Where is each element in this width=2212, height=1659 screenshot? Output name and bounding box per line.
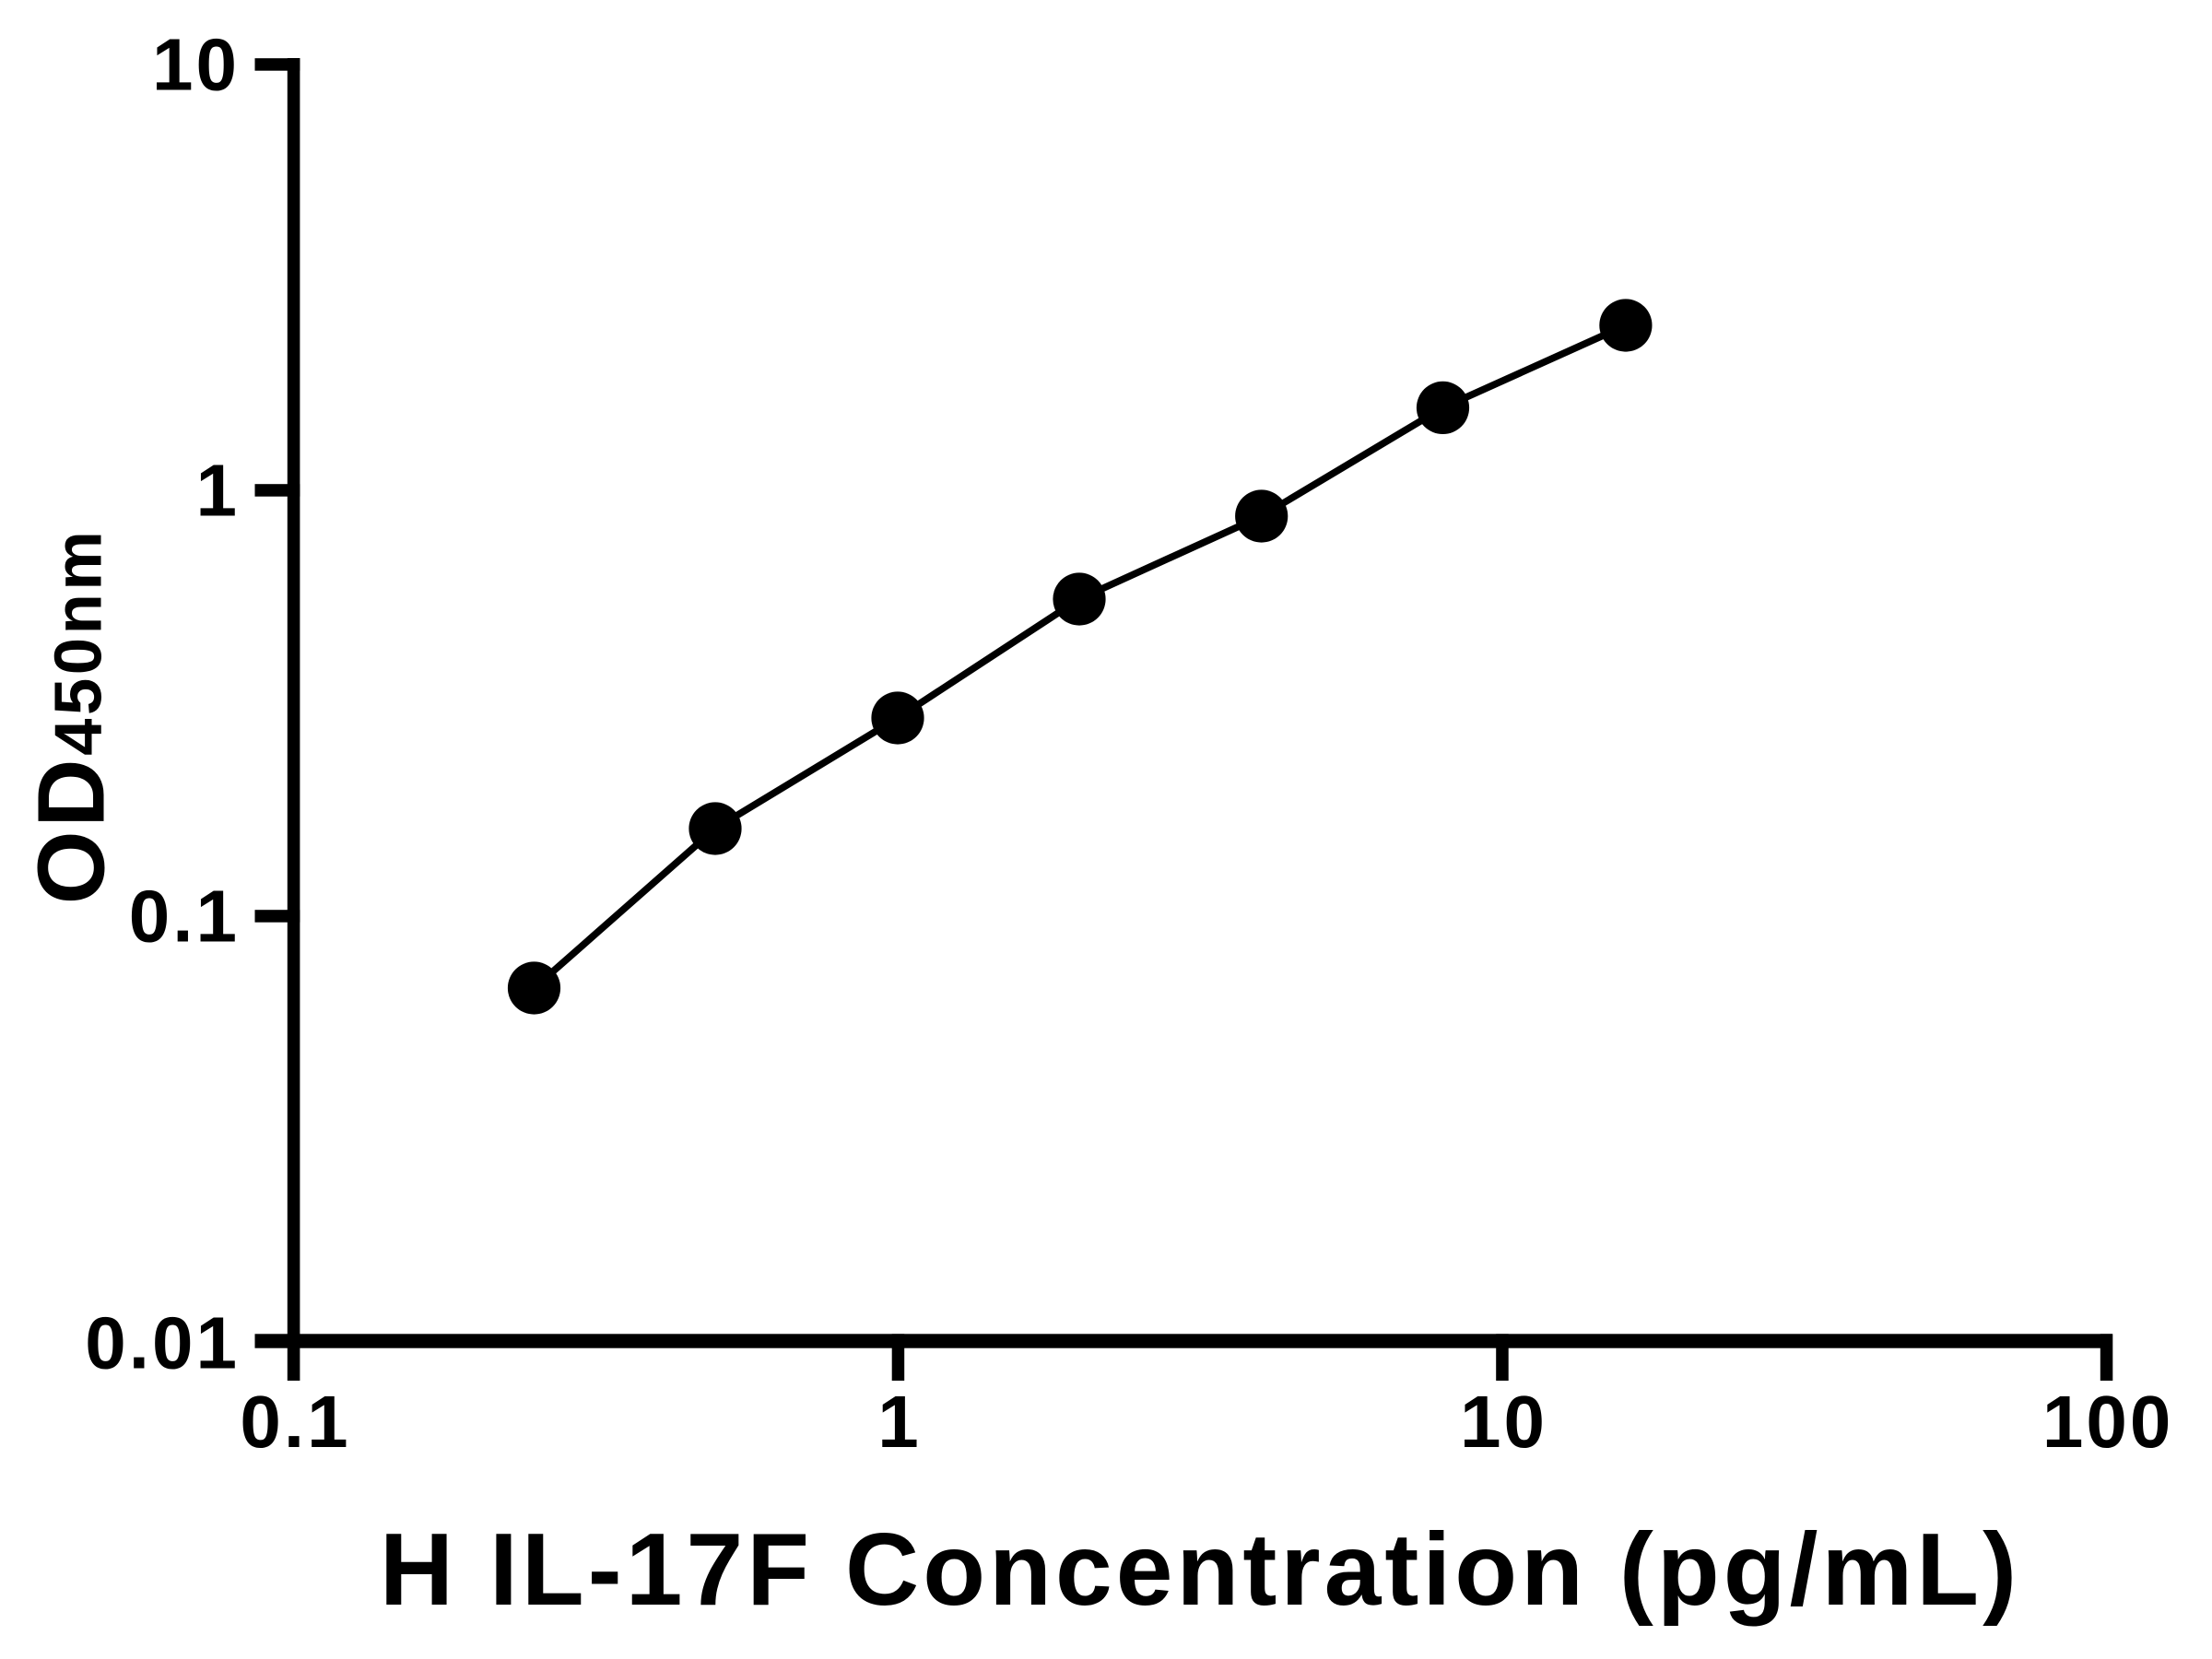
svg-text:10: 10 bbox=[152, 24, 240, 106]
svg-text:100: 100 bbox=[2042, 1381, 2173, 1463]
svg-text:1: 1 bbox=[877, 1381, 922, 1463]
svg-text:0.1: 0.1 bbox=[129, 876, 240, 958]
svg-text:1: 1 bbox=[196, 450, 241, 532]
svg-text:0.01: 0.01 bbox=[85, 1302, 240, 1384]
svg-text:0.1: 0.1 bbox=[240, 1381, 350, 1463]
svg-text:H IL-17F Concentration (pg/mL): H IL-17F Concentration (pg/mL) bbox=[380, 1512, 2020, 1627]
svg-text:10: 10 bbox=[1460, 1381, 1547, 1463]
